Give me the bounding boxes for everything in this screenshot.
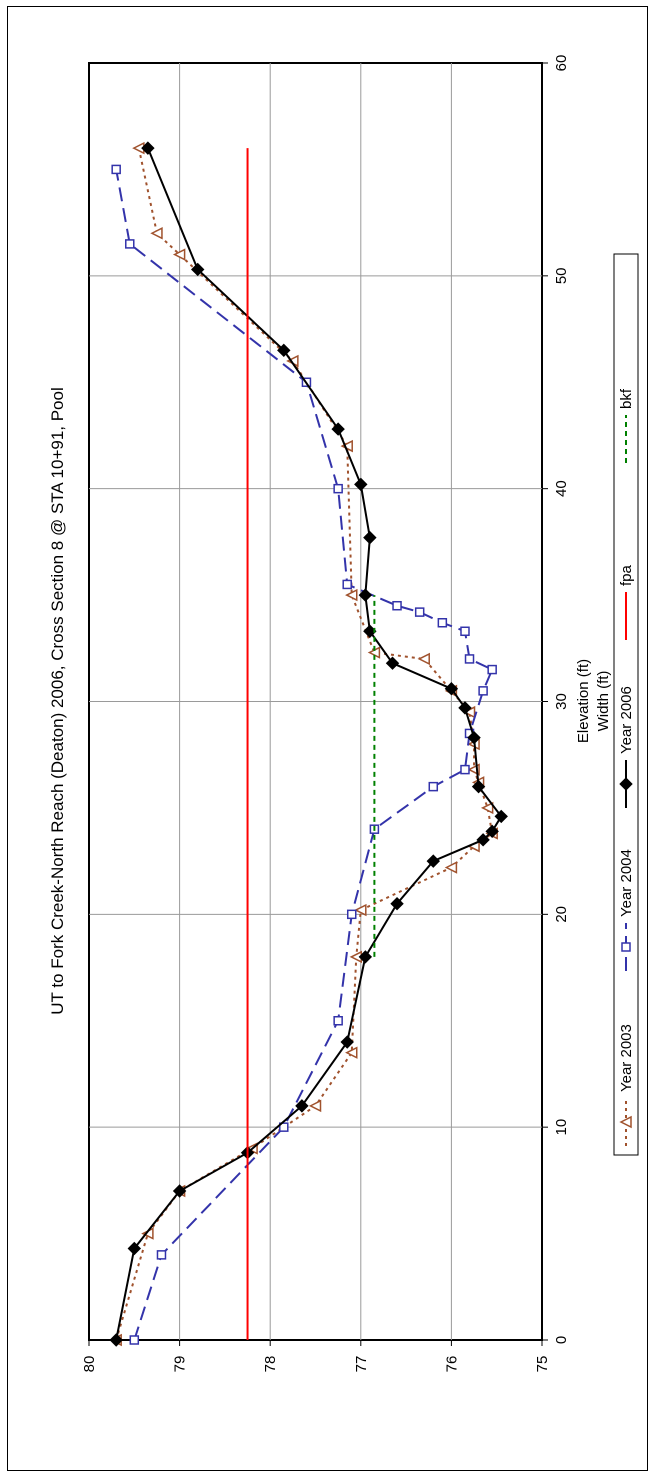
data-point-diamond	[340, 1035, 354, 1049]
data-point-diamond	[363, 530, 377, 545]
data-point-square	[333, 1016, 343, 1026]
data-point-diamond	[295, 1099, 309, 1113]
data-point-diamond	[331, 422, 345, 436]
data-point-diamond	[494, 809, 508, 824]
chart-frame	[7, 6, 648, 1471]
data-point-triangle	[345, 588, 358, 602]
data-point-diamond	[191, 262, 205, 277]
data-point-diamond	[109, 1333, 123, 1347]
data-point-diamond	[385, 656, 400, 670]
data-point-diamond	[426, 854, 440, 868]
data-point-square	[111, 164, 121, 175]
data-point-square	[333, 483, 343, 494]
data-point-triangle	[150, 227, 163, 240]
data-point-diamond	[390, 896, 404, 911]
x-tick-label: 10	[553, 1119, 570, 1136]
data-point-square	[125, 239, 135, 249]
legend-label: Year 2003	[618, 1024, 635, 1092]
y-tick-label: 79	[172, 1356, 189, 1373]
data-point-diamond	[277, 343, 291, 358]
y-tick-label: 75	[534, 1356, 551, 1373]
x-tick-label: 50	[553, 267, 570, 284]
data-point-diamond	[172, 1184, 187, 1198]
data-point-diamond	[141, 141, 155, 155]
gridlines	[88, 62, 548, 1346]
data-point-diamond	[458, 701, 472, 715]
x-tick-label: 40	[553, 480, 570, 497]
data-point-triangle	[619, 1115, 632, 1129]
legend: Year 2003 Year 2004 Year 2006 fpa bkf	[613, 253, 639, 1156]
tick-labels: 75 76 77 78 79 80 0 10 20 30 40 50 60	[81, 55, 570, 1373]
data-point-diamond	[127, 1241, 142, 1256]
data-point-square	[414, 607, 425, 617]
data-point-square	[460, 764, 470, 775]
legend-label: fpa	[618, 564, 635, 586]
x-tick-label: 0	[553, 1336, 570, 1344]
data-point-square	[464, 654, 475, 664]
data-point-diamond	[358, 950, 373, 964]
data-point-diamond	[354, 477, 368, 492]
data-point-square	[342, 579, 352, 590]
data-point-triangle	[172, 248, 186, 261]
x-tick-label: 60	[553, 55, 570, 72]
data-point-square	[279, 1122, 289, 1132]
y-tick-label: 80	[81, 1356, 98, 1373]
series-year-2006	[109, 141, 508, 1347]
data-point-diamond	[467, 730, 481, 745]
data-point-square	[437, 618, 448, 628]
data-point-diamond	[485, 824, 499, 839]
data-point-diamond	[619, 777, 633, 791]
data-point-square	[478, 686, 488, 696]
legend-label: Year 2004	[618, 849, 635, 917]
chart-title: UT to Fork Creek-North Reach (Deaton) 20…	[48, 387, 67, 1015]
y-tick-label: 76	[443, 1356, 460, 1373]
data-point-triangle	[345, 1046, 358, 1059]
data-point-square	[156, 1250, 167, 1260]
data-point-square	[487, 664, 497, 675]
data-point-diamond	[444, 682, 459, 696]
legend-box	[613, 253, 639, 1156]
x-axis-label: Width (ft)	[595, 671, 612, 732]
data-point-square	[460, 626, 470, 637]
data-point-diamond	[476, 833, 490, 847]
y-tick-label: 78	[262, 1356, 279, 1373]
data-point-triangle	[354, 903, 367, 917]
data-point-diamond	[358, 588, 373, 602]
data-point-square	[428, 781, 439, 792]
series-line	[115, 169, 494, 1341]
data-point-diamond	[471, 779, 486, 794]
data-point-triangle	[417, 652, 430, 666]
data-point-square	[346, 909, 357, 920]
x-tick-label: 30	[553, 693, 570, 710]
series-lines	[109, 141, 508, 1347]
y-tick-label: 77	[353, 1356, 370, 1373]
x-tick-label: 20	[553, 906, 570, 923]
data-point-triangle	[308, 1099, 322, 1113]
data-point-square	[392, 600, 402, 611]
data-point-triangle	[480, 801, 494, 815]
data-point-square	[129, 1335, 140, 1345]
data-point-square	[621, 942, 631, 952]
legend-label: bkf	[618, 388, 635, 409]
legend-label: Year 2006	[618, 686, 635, 754]
y-axis-label: Elevation (ft)	[575, 659, 592, 743]
data-point-triangle	[444, 861, 458, 874]
